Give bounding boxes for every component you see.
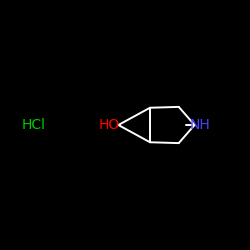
Text: NH: NH	[190, 118, 210, 132]
Text: HCl: HCl	[22, 118, 46, 132]
Text: HO: HO	[98, 118, 120, 132]
